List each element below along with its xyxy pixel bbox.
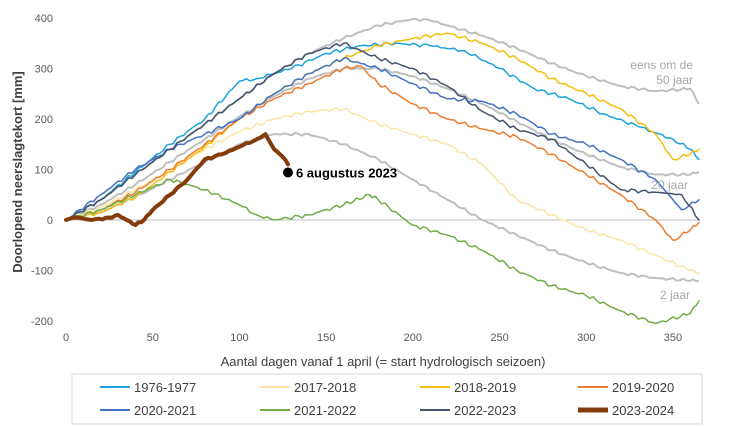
- x-axis: 0 50 100 150 200 250 300 350: [63, 332, 682, 344]
- y-axis-title: Doorlopend neerslagtekort [mm]: [10, 71, 25, 273]
- x-tick-label: 100: [230, 332, 248, 344]
- legend-label: 2020-2021: [134, 403, 196, 418]
- legend-label: 2017-2018: [294, 380, 356, 395]
- legend-label: 2019-2020: [612, 380, 674, 395]
- legend: 1976-1977 2017-2018 2018-2019 2019-2020 2020…: [100, 380, 674, 418]
- series-line-2023-2024: [64, 132, 290, 228]
- x-tick-label: 50: [147, 332, 159, 344]
- x-tick-label: 150: [317, 332, 335, 344]
- legend-label: 2021-2022: [294, 403, 356, 418]
- annotation-marker: [282, 167, 293, 178]
- y-tick-label: -100: [31, 266, 53, 278]
- series-line-2022-2023: [65, 42, 700, 221]
- pct-20-label: 20 jaar: [651, 178, 688, 192]
- y-tick-label: 200: [35, 114, 53, 126]
- x-tick-label: 0: [63, 332, 69, 344]
- x-tick-label: 350: [664, 332, 682, 344]
- series-line-2021-2022: [65, 178, 700, 325]
- legend-label: 2018-2019: [454, 380, 516, 395]
- pct-50-label-line1: eens om de: [630, 58, 693, 72]
- series-lines: [64, 32, 700, 325]
- x-tick-label: 250: [490, 332, 508, 344]
- pct-2-label: 2 jaar: [660, 288, 690, 302]
- y-tick-label: 0: [47, 215, 53, 227]
- legend-label: 2023-2024: [612, 403, 674, 418]
- pct-50-label-line2: 50 jaar: [656, 73, 693, 87]
- x-tick-label: 300: [577, 332, 595, 344]
- annotations: 6 augustus 2023 eens om de 50 jaar 20 ja…: [282, 58, 693, 302]
- x-axis-title: Aantal dagen vanaf 1 april (= start hydr…: [221, 354, 546, 369]
- legend-box: [71, 373, 703, 425]
- legend-label: 1976-1977: [134, 380, 196, 395]
- y-tick-label: -200: [31, 316, 53, 328]
- y-tick-label: 300: [35, 64, 53, 76]
- series-line-2019-2020: [65, 65, 700, 241]
- y-tick-label: 400: [35, 13, 53, 25]
- percentile-curve: [65, 66, 700, 221]
- legend-label: 2022-2023: [454, 403, 516, 418]
- y-axis: -200 -100 0 100 200 300 400: [31, 13, 53, 328]
- series-line-2018-2019: [65, 32, 700, 221]
- y-tick-label: 100: [35, 165, 53, 177]
- annotation-label: 6 augustus 2023: [296, 165, 397, 180]
- x-tick-label: 200: [404, 332, 422, 344]
- percentile-curve: [65, 132, 700, 283]
